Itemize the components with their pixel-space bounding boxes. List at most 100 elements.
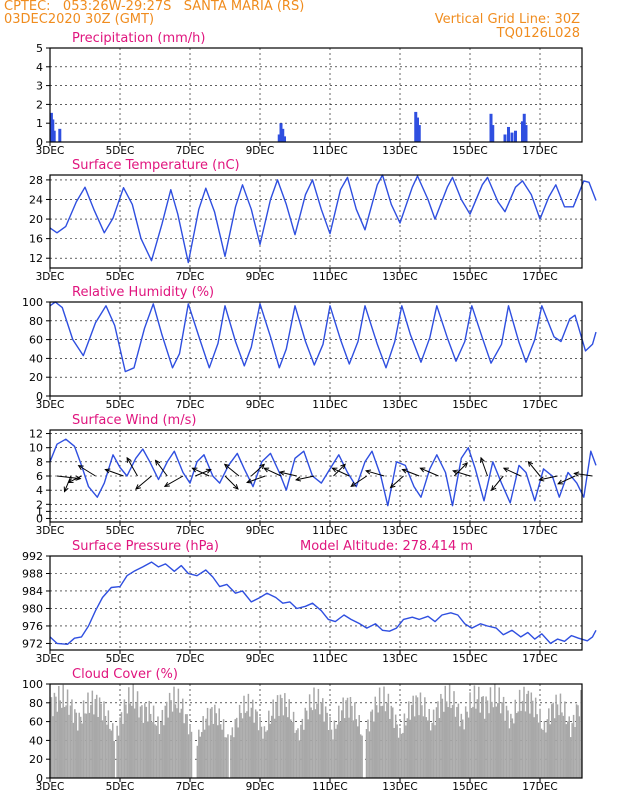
cloud-bar [116,725,118,778]
panel-frame [49,683,583,779]
cloud-bar [402,732,404,778]
precip-bar [503,134,507,142]
x-tick-label: 15DEC [452,271,487,283]
cloud-bar [254,709,257,778]
x-tick-label: 17DEC [522,399,557,411]
cloud-bar [438,718,441,778]
cloud-bar [71,699,73,778]
wind-arrowhead [67,478,74,483]
y-tick-label: 984 [22,585,43,598]
cloud-bar [435,707,438,778]
cloud-bar [431,722,433,778]
cloud-bar [517,711,519,778]
cloud-bar [359,734,362,778]
cloud-bar [262,738,264,778]
cloud-bar [126,713,129,778]
x-tick-label: 17DEC [522,525,557,537]
y-tick-label: 20 [29,213,43,226]
cloud-bar [138,717,140,778]
cloud-bar [492,707,495,778]
wind-arrowhead [154,459,161,466]
cloud-bar [498,687,500,778]
cloud-bar [125,704,127,778]
cloud-bar [408,701,410,778]
cloud-bar [179,712,181,778]
cloud-bar [133,708,136,778]
panel-frame [49,174,583,269]
cloud-bar [524,711,527,778]
cloud-bar [184,714,187,778]
cloud-bar [144,703,146,778]
panel-title: Surface Temperature (nC) [72,158,240,173]
cloud-bar [90,704,92,778]
x-tick-label: 17DEC [522,653,557,665]
precip-bar [417,125,421,142]
cloud-bar [511,718,514,778]
x-tick-label: 15DEC [452,145,487,157]
cloud-bar [545,732,547,778]
y-tick-label: 4 [36,484,43,497]
cloud-bar [219,724,222,778]
y-tick-label: 20 [29,371,43,384]
precip-bar [522,113,526,142]
cloud-bar [396,724,398,778]
wind-arrowhead [452,469,459,475]
cloud-bar [348,717,350,778]
precip-bar [489,113,493,142]
cloud-bar [537,722,540,778]
x-tick-label: 13DEC [382,399,417,411]
cloud-bar [443,711,445,778]
cloud-bar [569,737,572,778]
cloud-bar [107,710,110,778]
cloud-bar [78,712,80,778]
cloud-bar [510,713,512,778]
precip-bar [510,132,514,142]
cloud-bar [128,687,130,778]
cloud-bar [94,698,97,778]
cloud-bar [234,719,237,778]
cloud-bar [326,712,328,778]
cloud-bar [98,697,101,778]
cloud-bar [231,727,234,778]
cloud-bar [558,715,560,778]
x-tick-label: 9DEC [246,145,275,157]
cloud-bar [419,692,422,778]
cloud-bar [91,690,94,778]
cloud-bar [243,695,245,778]
cloud-bar [429,730,432,778]
x-tick-label: 5DEC [106,399,135,411]
cloud-bar [504,720,506,778]
cloud-bar [473,685,476,778]
cloud-bar [176,708,178,778]
cloud-bar [263,726,266,778]
wind-arrow [105,469,124,477]
precip-bar [414,111,418,142]
wind-arrowhead [104,468,111,474]
cloud-bar [394,714,397,778]
precip-bar [521,121,524,142]
cloud-bar [432,709,435,778]
cloud-bar [453,691,455,778]
y-tick-label: 3 [36,80,43,93]
wind-arrowhead [527,460,534,467]
cloud-bar [564,701,566,778]
cloud-bar [469,692,471,778]
y-tick-label: 1 [36,117,43,130]
cloud-bar [151,722,153,778]
cloud-bar [399,727,401,778]
cloud-bar [186,714,188,778]
wind-arrow [135,475,152,490]
precip-bar [416,117,419,142]
wind-arrow [491,475,504,491]
x-tick-label: 7DEC [176,145,205,157]
cloud-bar [147,721,149,778]
cloud-bar [536,714,538,778]
y-tick-label: 992 [22,550,43,563]
y-tick-label: 80 [29,697,43,710]
panel-frame [49,301,583,397]
y-tick-label: 0 [36,390,43,403]
cloud-bar [63,706,66,778]
cloud-bar [249,716,251,778]
cloud-bar [62,684,64,778]
x-tick-label: 5DEC [106,145,135,157]
